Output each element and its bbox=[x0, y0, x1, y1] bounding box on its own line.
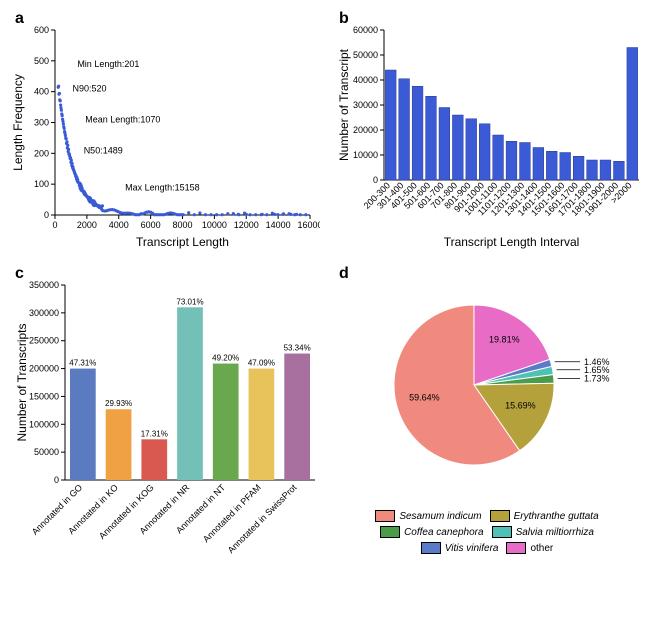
svg-text:Transcript Length Interval: Transcript Length Interval bbox=[444, 235, 580, 249]
svg-text:0: 0 bbox=[54, 475, 59, 485]
svg-text:49.20%: 49.20% bbox=[212, 354, 239, 363]
svg-text:0: 0 bbox=[52, 220, 57, 230]
svg-text:Max Length:15158: Max Length:15158 bbox=[125, 182, 200, 192]
legend-item: Erythranthe guttata bbox=[490, 510, 599, 522]
legend-item: other bbox=[506, 542, 553, 554]
svg-text:N50:1489: N50:1489 bbox=[84, 145, 123, 155]
legend-item: Coffea canephora bbox=[380, 526, 484, 538]
svg-text:29.93%: 29.93% bbox=[105, 399, 132, 408]
panel-d-label: d bbox=[339, 265, 349, 283]
svg-text:200: 200 bbox=[34, 148, 49, 158]
svg-text:47.09%: 47.09% bbox=[248, 359, 275, 368]
pie-legend: Sesamum indicum Erythranthe guttata Coffea… bbox=[341, 510, 641, 558]
svg-text:Transcript Length: Transcript Length bbox=[136, 235, 229, 249]
svg-text:100000: 100000 bbox=[29, 419, 59, 429]
svg-text:15.69%: 15.69% bbox=[505, 401, 536, 411]
panel-a-label: a bbox=[15, 10, 24, 28]
panel-a: a 02000400060008000100001200014000160000… bbox=[10, 10, 324, 255]
svg-text:50000: 50000 bbox=[34, 447, 59, 457]
svg-text:Number of Transcripts: Number of Transcripts bbox=[15, 323, 29, 441]
svg-text:Number of Transcript: Number of Transcript bbox=[337, 48, 351, 161]
legend-item: Salvia miltiorrhiza bbox=[492, 526, 594, 538]
panel-d: d 19.81%1.46%1.65%1.73%15.69%59.64% Sesa… bbox=[334, 265, 648, 580]
legend-item: Sesamum indicum bbox=[375, 510, 481, 522]
svg-text:Length Frequency: Length Frequency bbox=[11, 74, 25, 171]
bar-chart-c: 0 50000 100000 150000 200000 250000 300000 3500… bbox=[10, 265, 320, 575]
panel-b: b 0100002000030000400005000060000200-300… bbox=[334, 10, 648, 255]
pie-chart: 19.81%1.46%1.65%1.73%15.69%59.64% bbox=[334, 265, 644, 505]
svg-text:600: 600 bbox=[34, 25, 49, 35]
svg-text:300: 300 bbox=[34, 118, 49, 128]
svg-text:60000: 60000 bbox=[353, 25, 378, 35]
svg-text:20000: 20000 bbox=[353, 125, 378, 135]
svg-text:73.01%: 73.01% bbox=[176, 297, 203, 306]
svg-text:16000: 16000 bbox=[297, 220, 320, 230]
svg-text:0: 0 bbox=[44, 210, 49, 220]
svg-text:100: 100 bbox=[34, 179, 49, 189]
svg-text:N90:520: N90:520 bbox=[73, 84, 107, 94]
panel-c: c 0 50000 100000 150000 200000 250000 300000 35… bbox=[10, 265, 324, 580]
svg-text:500: 500 bbox=[34, 56, 49, 66]
legend-item: Vitis vinifera bbox=[421, 542, 499, 554]
svg-text:4000: 4000 bbox=[109, 220, 129, 230]
svg-text:400: 400 bbox=[34, 87, 49, 97]
svg-text:350000: 350000 bbox=[29, 280, 59, 290]
svg-text:47.31%: 47.31% bbox=[69, 359, 96, 368]
panel-c-label: c bbox=[15, 265, 24, 283]
svg-text:53.34%: 53.34% bbox=[284, 344, 311, 353]
svg-text:10000: 10000 bbox=[353, 150, 378, 160]
svg-text:12000: 12000 bbox=[234, 220, 259, 230]
svg-text:6000: 6000 bbox=[141, 220, 161, 230]
svg-text:Mean Length:1070: Mean Length:1070 bbox=[85, 115, 160, 125]
svg-text:8000: 8000 bbox=[172, 220, 192, 230]
svg-text:50000: 50000 bbox=[353, 50, 378, 60]
svg-text:250000: 250000 bbox=[29, 336, 59, 346]
svg-text:19.81%: 19.81% bbox=[489, 335, 520, 345]
panel-b-label: b bbox=[339, 10, 349, 28]
svg-text:30000: 30000 bbox=[353, 100, 378, 110]
svg-text:10000: 10000 bbox=[202, 220, 227, 230]
svg-text:1.73%: 1.73% bbox=[584, 374, 610, 384]
bar-chart-b: 0100002000030000400005000060000200-30030… bbox=[334, 10, 644, 250]
scatter-chart: 0 2000 4000 6000 8000 10000 12000 14000 16000 0 10… bbox=[10, 10, 320, 250]
svg-text:200000: 200000 bbox=[29, 364, 59, 374]
svg-text:59.64%: 59.64% bbox=[409, 393, 440, 403]
svg-text:0: 0 bbox=[373, 175, 378, 185]
svg-text:14000: 14000 bbox=[266, 220, 291, 230]
svg-text:Annotated in SwissProt: Annotated in SwissProt bbox=[226, 482, 299, 555]
svg-text:2000: 2000 bbox=[77, 220, 97, 230]
svg-text:17.31%: 17.31% bbox=[141, 429, 168, 438]
svg-text:Min Length:201: Min Length:201 bbox=[77, 59, 139, 69]
svg-text:40000: 40000 bbox=[353, 75, 378, 85]
svg-text:300000: 300000 bbox=[29, 308, 59, 318]
svg-text:150000: 150000 bbox=[29, 391, 59, 401]
